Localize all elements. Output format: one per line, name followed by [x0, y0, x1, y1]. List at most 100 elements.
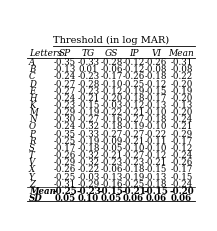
- Text: 0.06: 0.06: [146, 193, 167, 202]
- Text: Threshold (in log MAR): Threshold (in log MAR): [53, 36, 169, 45]
- Text: A: A: [29, 58, 35, 67]
- Text: -0.20: -0.20: [170, 79, 193, 88]
- Text: -0.20: -0.20: [100, 94, 123, 103]
- Text: -0.25: -0.25: [54, 136, 76, 145]
- Text: -0.09: -0.09: [100, 136, 123, 145]
- Text: -0.15: -0.15: [145, 165, 167, 174]
- Text: -0.18: -0.18: [77, 143, 100, 152]
- Text: -0.22: -0.22: [100, 108, 123, 117]
- Text: 0.05: 0.05: [54, 193, 76, 202]
- Text: -0.18: -0.18: [122, 165, 145, 174]
- Text: -0.27: -0.27: [123, 150, 145, 159]
- Text: -0.18: -0.18: [145, 115, 168, 124]
- Text: -0.22: -0.22: [170, 72, 192, 81]
- Text: N: N: [29, 115, 36, 124]
- Text: -0.18: -0.18: [122, 94, 145, 103]
- Text: -0.03: -0.03: [100, 101, 123, 109]
- Text: -0.10: -0.10: [100, 79, 123, 88]
- Text: -0.24: -0.24: [54, 122, 76, 131]
- Text: 0.06: 0.06: [123, 193, 144, 202]
- Text: -0.16: -0.16: [100, 179, 123, 188]
- Text: -0.23: -0.23: [76, 186, 101, 195]
- Text: 0.01: 0.01: [79, 65, 99, 74]
- Text: -0.17: -0.17: [145, 94, 167, 103]
- Text: -0.10: -0.10: [145, 143, 168, 152]
- Text: -0.10: -0.10: [145, 108, 168, 117]
- Text: X: X: [29, 165, 35, 174]
- Text: -0.13: -0.13: [145, 101, 167, 109]
- Text: -0.20: -0.20: [169, 186, 194, 195]
- Text: -0.05: -0.05: [100, 143, 123, 152]
- Text: -0.03: -0.03: [77, 172, 100, 181]
- Text: -0.29: -0.29: [54, 158, 76, 167]
- Text: -0.33: -0.33: [78, 58, 100, 67]
- Text: -0.23: -0.23: [78, 86, 100, 95]
- Text: -0.25: -0.25: [53, 186, 77, 195]
- Text: VI: VI: [151, 49, 161, 58]
- Text: -0.23: -0.23: [123, 158, 145, 167]
- Text: -0.15: -0.15: [99, 186, 124, 195]
- Text: -0.10: -0.10: [145, 122, 168, 131]
- Text: -0.27: -0.27: [77, 115, 100, 124]
- Text: O: O: [29, 122, 36, 131]
- Text: 0.06: 0.06: [171, 193, 192, 202]
- Text: -0.27: -0.27: [54, 86, 76, 95]
- Text: -0.19: -0.19: [170, 86, 193, 95]
- Text: -0.15: -0.15: [170, 172, 193, 181]
- Text: -0.27: -0.27: [123, 129, 145, 138]
- Text: -0.13: -0.13: [170, 101, 192, 109]
- Text: -0.35: -0.35: [54, 129, 76, 138]
- Text: -0.23: -0.23: [78, 72, 100, 81]
- Text: IP: IP: [129, 49, 138, 58]
- Text: -0.16: -0.16: [100, 115, 123, 124]
- Text: -0.32: -0.32: [78, 158, 100, 167]
- Text: -0.21: -0.21: [122, 136, 145, 145]
- Text: -0.25: -0.25: [54, 172, 76, 181]
- Text: B: B: [29, 65, 35, 74]
- Text: -0.24: -0.24: [54, 94, 76, 103]
- Text: -0.27: -0.27: [54, 79, 76, 88]
- Text: -0.33: -0.33: [78, 129, 100, 138]
- Text: -0.06: -0.06: [100, 65, 123, 74]
- Text: -0.17: -0.17: [170, 136, 193, 145]
- Text: -0.24: -0.24: [170, 179, 192, 188]
- Text: V: V: [29, 158, 35, 167]
- Text: -0.18: -0.18: [100, 122, 123, 131]
- Text: -0.18: -0.18: [145, 72, 168, 81]
- Text: -0.23: -0.23: [100, 158, 122, 167]
- Text: -0.31: -0.31: [170, 58, 192, 67]
- Text: SP: SP: [59, 49, 71, 58]
- Text: Mean: Mean: [29, 186, 56, 195]
- Text: -0.31: -0.31: [54, 179, 76, 188]
- Text: -0.21: -0.21: [170, 122, 193, 131]
- Text: -0.12: -0.12: [145, 79, 167, 88]
- Text: -0.08: -0.08: [170, 65, 193, 74]
- Text: R: R: [29, 136, 35, 145]
- Text: -0.13: -0.13: [54, 65, 76, 74]
- Text: -0.12: -0.12: [122, 101, 145, 109]
- Text: -0.17: -0.17: [54, 143, 76, 152]
- Text: -0.32: -0.32: [78, 122, 100, 131]
- Text: -0.13: -0.13: [145, 172, 167, 181]
- Text: -0.15: -0.15: [144, 186, 169, 195]
- Text: -0.06: -0.06: [100, 165, 123, 174]
- Text: E: E: [29, 86, 35, 95]
- Text: -0.17: -0.17: [170, 165, 193, 174]
- Text: -0.35: -0.35: [54, 58, 76, 67]
- Text: -0.24: -0.24: [170, 115, 192, 124]
- Text: -0.24: -0.24: [170, 150, 192, 159]
- Text: D: D: [29, 79, 36, 88]
- Text: Z: Z: [29, 179, 35, 188]
- Text: -0.12: -0.12: [100, 86, 123, 95]
- Text: -0.26: -0.26: [123, 72, 145, 81]
- Text: -0.20: -0.20: [170, 108, 193, 117]
- Text: -0.22: -0.22: [77, 165, 100, 174]
- Text: K: K: [29, 101, 35, 109]
- Text: GS: GS: [105, 49, 118, 58]
- Text: -0.32: -0.32: [78, 150, 100, 159]
- Text: -0.18: -0.18: [145, 179, 168, 188]
- Text: TG: TG: [82, 49, 95, 58]
- Text: -0.24: -0.24: [54, 72, 76, 81]
- Text: C: C: [29, 72, 35, 81]
- Text: -0.15: -0.15: [145, 86, 167, 95]
